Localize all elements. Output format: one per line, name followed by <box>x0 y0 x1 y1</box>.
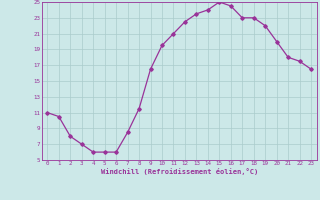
X-axis label: Windchill (Refroidissement éolien,°C): Windchill (Refroidissement éolien,°C) <box>100 168 258 175</box>
